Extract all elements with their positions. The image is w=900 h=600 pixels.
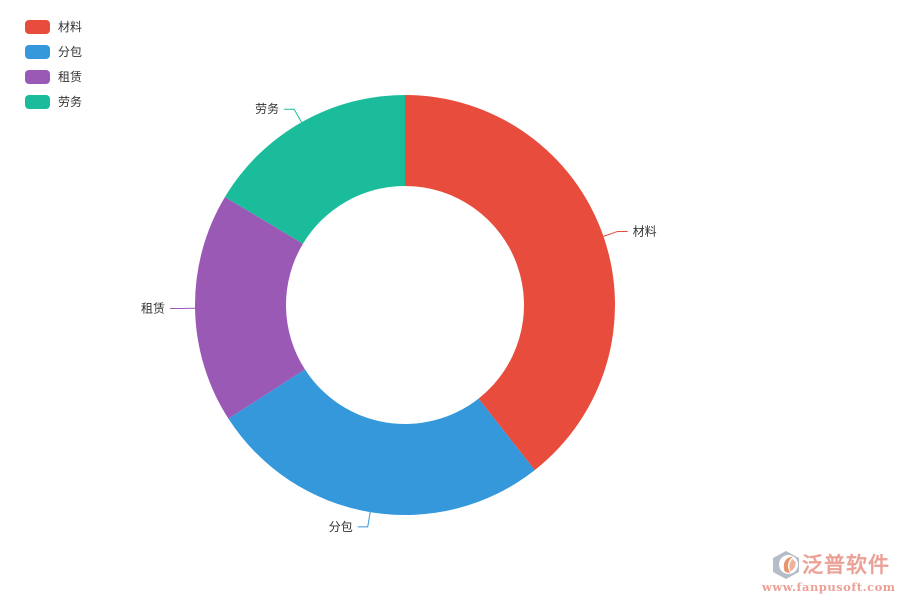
- watermark-brand: 泛普软件: [802, 552, 890, 577]
- legend-item-劳务[interactable]: 劳务: [25, 95, 82, 109]
- legend-label-劳务: 劳务: [58, 95, 83, 109]
- chart-legend: 材料 分包 租赁 劳务: [25, 20, 82, 109]
- legend-marker-劳务: [25, 95, 50, 109]
- legend-label-分包: 分包: [58, 45, 83, 59]
- watermark: 泛普软件 www.fanpusoft.com: [762, 551, 896, 594]
- slice-label-分包: 分包: [329, 520, 353, 534]
- label-line-分包: [357, 512, 371, 528]
- legend-item-材料[interactable]: 材料: [25, 20, 82, 34]
- slice-label-劳务: 劳务: [255, 101, 279, 116]
- legend-marker-租赁: [25, 70, 50, 84]
- watermark-url: www.fanpusoft.com: [762, 580, 896, 594]
- pie-slice-劳务[interactable]: [224, 95, 405, 244]
- watermark-row: 泛普软件: [762, 551, 890, 579]
- pie-slice-分包[interactable]: [228, 369, 535, 516]
- pie-slice-材料[interactable]: [405, 95, 615, 471]
- label-line-材料: [603, 230, 628, 237]
- label-line-劳务: [284, 108, 302, 123]
- legend-label-材料: 材料: [58, 20, 83, 34]
- legend-marker-分包: [25, 45, 50, 59]
- legend-marker-材料: [25, 20, 50, 34]
- legend-item-分包[interactable]: 分包: [25, 45, 82, 59]
- slice-label-材料: 材料: [633, 224, 657, 238]
- legend-label-租赁: 租赁: [58, 70, 83, 84]
- slice-label-租赁: 租赁: [141, 302, 165, 316]
- fanpu-logo-icon: [773, 551, 799, 579]
- legend-item-租赁[interactable]: 租赁: [25, 70, 82, 84]
- pie-slice-租赁[interactable]: [194, 196, 305, 419]
